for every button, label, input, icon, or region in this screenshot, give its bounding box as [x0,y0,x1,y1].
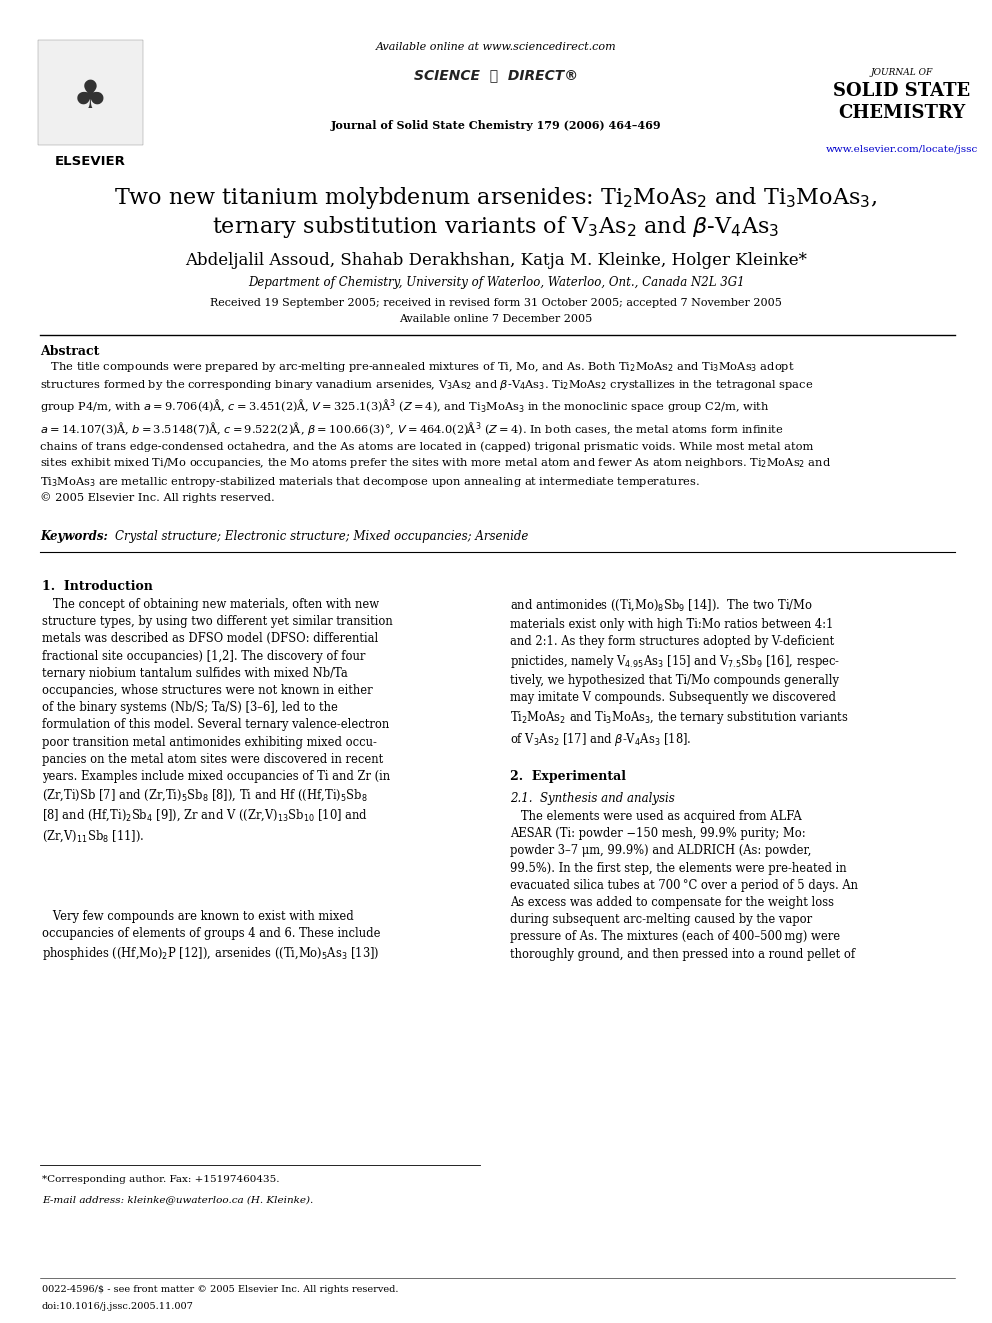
Text: The concept of obtaining new materials, often with new
structure types, by using: The concept of obtaining new materials, … [42,598,393,844]
Text: SOLID STATE: SOLID STATE [833,82,970,101]
Text: Very few compounds are known to exist with mixed
occupancies of elements of grou: Very few compounds are known to exist wi… [42,910,381,962]
Text: The elements were used as acquired from ALFA
AESAR (Ti: powder −150 mesh, 99.9% : The elements were used as acquired from … [510,810,858,960]
Text: JOURNAL OF: JOURNAL OF [871,67,933,77]
Text: Two new titanium molybdenum arsenides: Ti$_2$MoAs$_2$ and Ti$_3$MoAs$_3$,: Two new titanium molybdenum arsenides: T… [114,185,878,210]
Text: ♣: ♣ [72,78,107,116]
Text: Available online at www.sciencedirect.com: Available online at www.sciencedirect.co… [376,42,616,52]
Text: doi:10.1016/j.jssc.2005.11.007: doi:10.1016/j.jssc.2005.11.007 [42,1302,193,1311]
Text: 1.  Introduction: 1. Introduction [42,579,153,593]
Text: CHEMISTRY: CHEMISTRY [838,105,965,122]
Text: The title compounds were prepared by arc-melting pre-annealed mixtures of Ti, Mo: The title compounds were prepared by arc… [40,360,831,503]
Text: Keywords:: Keywords: [40,531,108,542]
Text: ELSEVIER: ELSEVIER [55,155,125,168]
Text: 2.1.  Synthesis and analysis: 2.1. Synthesis and analysis [510,792,675,804]
Text: Abdeljalil Assoud, Shahab Derakhshan, Katja M. Kleinke, Holger Kleinke*: Abdeljalil Assoud, Shahab Derakhshan, Ka… [186,251,806,269]
Text: and antimonides ((Ti,Mo)$_8$Sb$_9$ [14]).  The two Ti/Mo
materials exist only wi: and antimonides ((Ti,Mo)$_8$Sb$_9$ [14])… [510,598,848,749]
Text: 2.  Experimental: 2. Experimental [510,770,626,783]
Text: Journal of Solid State Chemistry 179 (2006) 464–469: Journal of Solid State Chemistry 179 (20… [330,120,662,131]
Text: *Corresponding author. Fax: +15197460435.: *Corresponding author. Fax: +15197460435… [42,1175,280,1184]
Text: Available online 7 December 2005: Available online 7 December 2005 [400,314,592,324]
Text: www.elsevier.com/locate/jssc: www.elsevier.com/locate/jssc [826,146,978,153]
Text: Received 19 September 2005; received in revised form 31 October 2005; accepted 7: Received 19 September 2005; received in … [210,298,782,308]
Text: 0022-4596/$ - see front matter © 2005 Elsevier Inc. All rights reserved.: 0022-4596/$ - see front matter © 2005 El… [42,1285,399,1294]
Text: ternary substitution variants of V$_3$As$_2$ and $\beta$-V$_4$As$_3$: ternary substitution variants of V$_3$As… [212,214,780,239]
Text: Department of Chemistry, University of Waterloo, Waterloo, Ont., Canada N2L 3G1: Department of Chemistry, University of W… [248,277,744,288]
FancyBboxPatch shape [38,40,143,146]
Text: E-mail address: kleinke@uwaterloo.ca (H. Kleinke).: E-mail address: kleinke@uwaterloo.ca (H.… [42,1195,313,1204]
Text: Crystal structure; Electronic structure; Mixed occupancies; Arsenide: Crystal structure; Electronic structure;… [115,531,529,542]
Text: Abstract: Abstract [40,345,99,359]
Text: SCIENCE  ⓐ  DIRECT®: SCIENCE ⓐ DIRECT® [414,67,578,82]
